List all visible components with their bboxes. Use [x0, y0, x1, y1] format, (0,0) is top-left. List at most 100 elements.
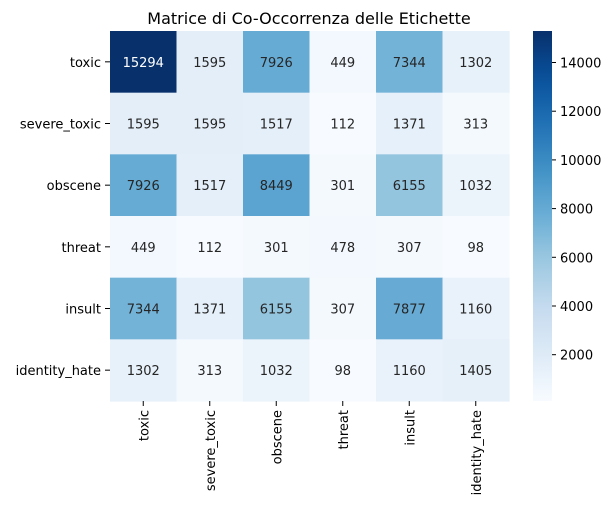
y-tick-label: toxic — [70, 56, 101, 71]
cell-value-label: 6155 — [260, 303, 293, 318]
heatmap-cells — [110, 31, 510, 402]
heatmap-cell — [442, 154, 510, 217]
x-axis: toxic severe_toxic obscene threat insult iden… — [137, 401, 485, 495]
heatmap-cell — [110, 31, 178, 94]
colorbar-tick-label: 6000 — [560, 251, 593, 266]
colorbar-tick-label: 8000 — [560, 203, 593, 218]
colorbar-tick-label: 10000 — [560, 154, 601, 169]
cell-value-label: 449 — [131, 241, 156, 256]
heatmap-cell — [110, 277, 178, 340]
colorbar-tick-label: 2000 — [560, 349, 593, 364]
heatmap-cell — [176, 277, 244, 340]
y-tick-label: severe_toxic — [20, 118, 101, 133]
cell-value-label: 307 — [397, 241, 422, 256]
heatmap-cell — [442, 92, 510, 155]
cell-value-label: 6155 — [393, 179, 426, 194]
heatmap-cell — [309, 216, 377, 279]
cell-value-label: 301 — [330, 179, 355, 194]
colorbar-gradient — [533, 31, 552, 401]
heatmap-cell — [243, 31, 311, 94]
cell-value-label: 15294 — [123, 56, 164, 71]
cell-value-label: 7344 — [127, 303, 160, 318]
heatmap-cell — [376, 277, 444, 340]
chart-title: Matrice di Co-Occorrenza delle Etichette — [147, 9, 470, 28]
cell-value-label: 8449 — [260, 179, 293, 194]
cell-annotations: 15294 1595 7926 449 7344 1302 1595 1595 1517 112 1… — [123, 56, 493, 379]
cell-value-label: 1032 — [260, 364, 293, 379]
cell-value-label: 301 — [264, 241, 289, 256]
heatmap-cell — [243, 216, 311, 279]
cell-value-label: 1595 — [193, 118, 226, 133]
cell-value-label: 313 — [463, 118, 488, 133]
y-tick-label: insult — [65, 303, 101, 318]
x-tick-label: identity_hate — [470, 410, 485, 495]
cell-value-label: 1032 — [459, 179, 492, 194]
y-tick-label: identity_hate — [16, 364, 101, 379]
y-tick-label: threat — [62, 241, 101, 256]
cell-value-label: 1595 — [127, 118, 160, 133]
cell-value-label: 1302 — [127, 364, 160, 379]
heatmap-cell — [376, 216, 444, 279]
colorbar-tick-label: 14000 — [560, 57, 601, 72]
colorbar-tick-label: 4000 — [560, 300, 593, 315]
colorbar-tick-label: 12000 — [560, 105, 601, 120]
cell-value-label: 1371 — [193, 303, 226, 318]
cell-value-label: 1405 — [459, 364, 492, 379]
x-tick-label: toxic — [137, 410, 152, 441]
x-tick-label: severe_toxic — [204, 410, 219, 491]
x-tick-label: threat — [337, 410, 352, 449]
cell-value-label: 1517 — [260, 118, 293, 133]
heatmap-cell — [309, 154, 377, 217]
cell-value-label: 1371 — [393, 118, 426, 133]
cell-value-label: 1595 — [193, 56, 226, 71]
heatmap-cell — [243, 92, 311, 155]
heatmap-cell — [110, 339, 178, 402]
x-tick-label: obscene — [270, 410, 285, 464]
heatmap-cell — [176, 154, 244, 217]
cell-value-label: 449 — [330, 56, 355, 71]
heatmap-cell — [110, 154, 178, 217]
colorbar: 2000 4000 6000 8000 10000 12000 14000 — [533, 31, 601, 401]
heatmap-cell — [309, 277, 377, 340]
heatmap-cell — [176, 31, 244, 94]
cell-value-label: 307 — [330, 303, 355, 318]
heatmap-cell — [376, 31, 444, 94]
cell-value-label: 7877 — [393, 303, 426, 318]
heatmap-cell — [176, 339, 244, 402]
x-tick-label: insult — [403, 410, 418, 446]
heatmap-cell — [376, 154, 444, 217]
heatmap-cell — [110, 92, 178, 155]
cell-value-label: 1160 — [393, 364, 426, 379]
heatmap-cell — [176, 92, 244, 155]
heatmap-cell — [442, 339, 510, 402]
cell-value-label: 7344 — [393, 56, 426, 71]
heatmap-cell — [176, 216, 244, 279]
heatmap-cell — [442, 216, 510, 279]
heatmap-cell — [309, 92, 377, 155]
cell-value-label: 98 — [334, 364, 351, 379]
heatmap-cell — [243, 154, 311, 217]
cell-value-label: 112 — [197, 241, 222, 256]
cell-value-label: 313 — [197, 364, 222, 379]
cell-value-label: 1160 — [459, 303, 492, 318]
cell-value-label: 478 — [330, 241, 355, 256]
cell-value-label: 7926 — [127, 179, 160, 194]
heatmap-cell — [243, 339, 311, 402]
heatmap-cell — [376, 339, 444, 402]
cell-value-label: 98 — [467, 241, 484, 256]
heatmap-cell — [442, 277, 510, 340]
heatmap-cell — [243, 277, 311, 340]
cell-value-label: 112 — [330, 118, 355, 133]
cell-value-label: 1302 — [459, 56, 492, 71]
heatmap-cell — [442, 31, 510, 94]
y-tick-label: obscene — [47, 179, 101, 194]
heatmap-cell — [309, 31, 377, 94]
heatmap-cell — [110, 216, 178, 279]
heatmap-cell — [376, 92, 444, 155]
cell-value-label: 1517 — [193, 179, 226, 194]
heatmap-cell — [309, 339, 377, 402]
cell-value-label: 7926 — [260, 56, 293, 71]
